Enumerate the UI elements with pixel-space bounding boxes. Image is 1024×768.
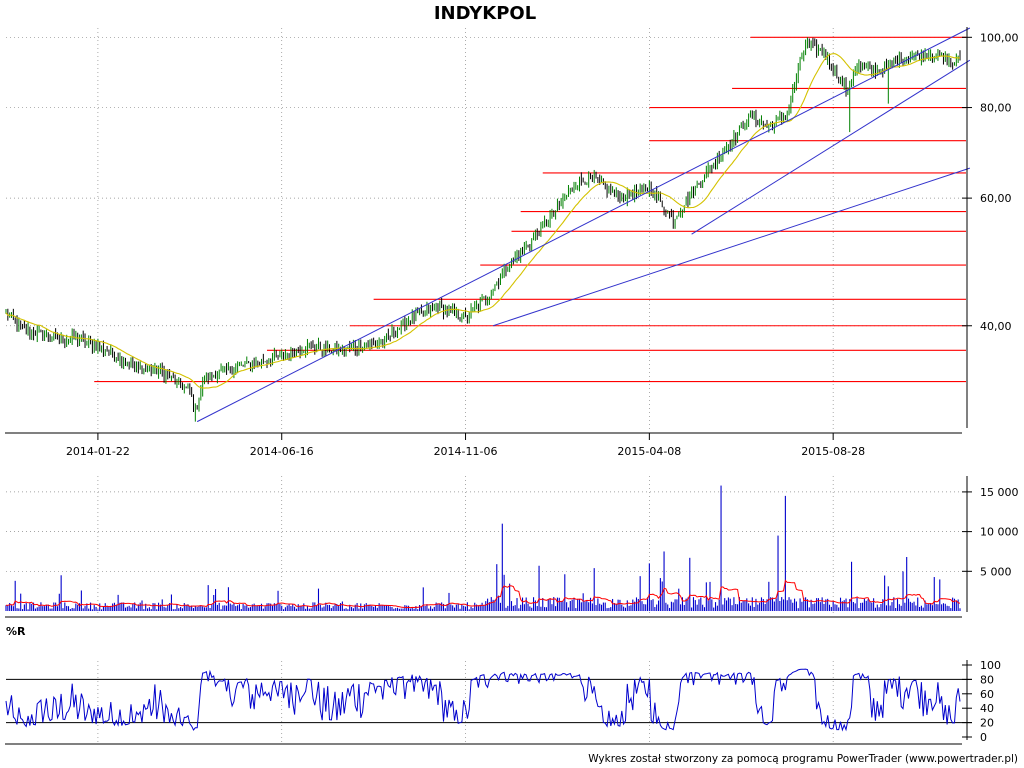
chart-title: INDYKPOL [434,3,536,24]
volume-tick-label: 10 000 [980,526,1019,539]
percent-r-tick-label: 80 [980,673,994,686]
percent-r-tick-label: 60 [980,688,994,701]
price-tick-label: 80,00 [980,102,1012,115]
volume-tick-label: 5 000 [980,565,1012,578]
percent-r-tick-label: 20 [980,717,994,730]
percent-r-label: %R [6,625,26,638]
percent-r-tick-label: 100 [980,659,1001,672]
price-tick-label: 40,00 [980,320,1012,333]
trendline [691,59,971,235]
moving-average-line [5,53,960,389]
volume-panel: 15 000 10 000 5 000 [5,476,1019,618]
footer-credit: Wykres został stworzony za pomocą progra… [588,753,1018,765]
date-tick-label: 2014-06-16 [250,445,314,458]
date-tick-label: 2014-01-22 [66,445,130,458]
date-tick-label: 2014-11-06 [434,445,498,458]
percent-r-tick-label: 0 [980,731,987,744]
trendline [196,27,971,423]
date-tick-label: 2015-08-28 [801,445,865,458]
percent-r-line [5,668,961,732]
price-panel: 100,00 80,00 60,00 40,00 2014-01-22 2014-06-… [5,27,1019,458]
volume-average-line [5,579,961,609]
volume-tick-label: 15 000 [980,486,1019,499]
date-tick-label: 2015-04-08 [617,445,681,458]
price-tick-label: 100,00 [980,31,1019,44]
trendline [492,167,970,327]
percent-r-tick-label: 40 [980,702,994,715]
price-tick-label: 60,00 [980,192,1012,205]
